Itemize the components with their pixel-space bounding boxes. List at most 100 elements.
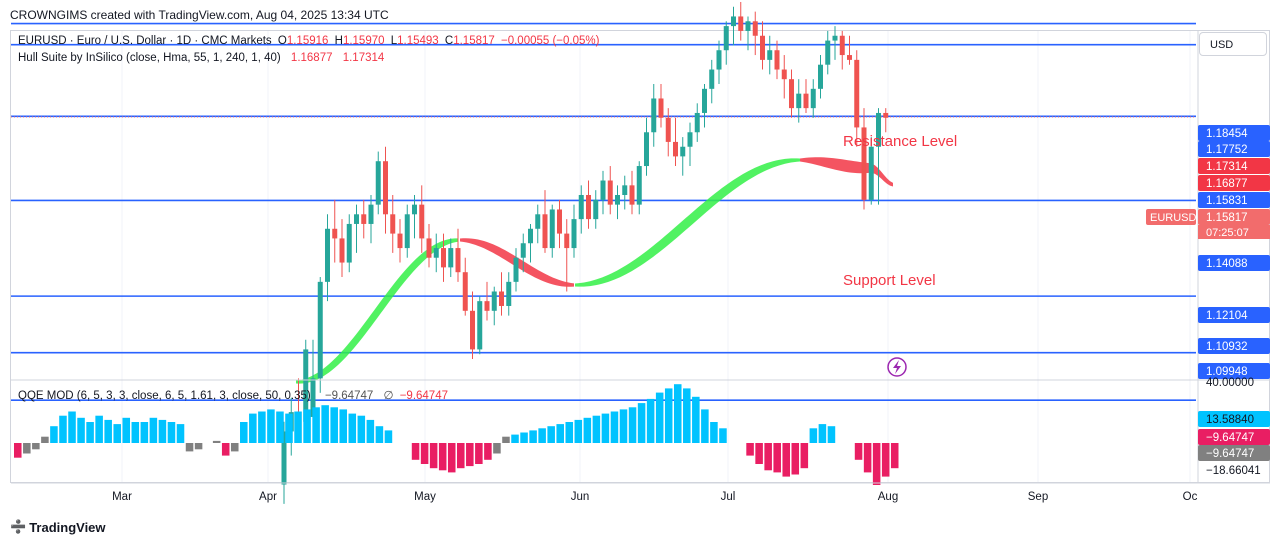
qqe-bar [258,411,266,443]
candle-body [571,219,577,249]
candle-body [346,223,352,263]
candle-body [339,238,345,263]
qqe-bar [565,422,574,443]
candle-body [506,281,512,306]
qqe-bar [194,443,203,450]
price-level-tag-bg [1198,192,1270,208]
support-level-label: Support Level [843,272,936,289]
candle-body [397,233,403,249]
price-level-tag: 1.16877 [1206,178,1248,190]
candle-body [702,88,707,113]
month-tick-label: Apr [259,491,277,503]
qqe-bar [782,443,791,477]
qqe-bar [104,419,112,443]
candle-body [513,257,519,282]
month-tick-label: Jun [571,491,590,503]
qqe-legend[interactable]: QQE MOD (6, 5, 3, 3, close, 6, 5, 1.61, … [18,388,451,402]
qqe-bar [764,443,772,471]
candle-body [368,204,374,224]
countdown-label: 07:25:07 [1206,227,1249,239]
qqe-bar [493,443,501,454]
price-level-tag: 1.14088 [1206,258,1248,270]
price-axis: 1.200001.184541.177521.173141.168771.158… [1146,31,1270,482]
candle-body [789,79,794,109]
qqe-bar [538,428,546,443]
qqe-bar [429,443,438,469]
qqe-bar [41,436,49,443]
qqe-bar [818,424,827,443]
month-tick-label: Jul [721,491,736,503]
candle-body [426,238,432,258]
qqe-bar [601,413,610,443]
change-value: −0.00055 (−0.05%) [501,35,600,47]
qqe-bar [185,443,194,452]
candle-body [673,141,678,157]
lightning-icon[interactable] [887,357,907,377]
symbol-tag-bg [1146,209,1196,225]
qqe-bar [457,443,465,469]
month-tick-label: Mar [112,491,132,503]
qqe-bar [158,419,167,443]
candle-body [361,214,367,224]
qqe-indicator-name[interactable]: QQE MOD (6, 5, 3, 3, close, 6, 5, 1.61, … [18,390,311,402]
qqe-bar [809,428,818,443]
qqe-level-tag-bg [1198,429,1270,445]
qqe-bar [773,443,781,473]
candle-body [310,378,316,417]
qqe-bar [872,443,881,485]
candle-body [810,88,816,109]
candle-body [680,146,686,157]
candle-body [499,291,504,306]
high-label: H [334,35,343,47]
candle-body [636,166,642,205]
candle-body [412,204,417,215]
candle-body [767,50,773,60]
qqe-bar [619,409,628,443]
candle-body [644,132,649,167]
candle-body [615,194,620,205]
qqe-bar [113,424,121,443]
symbol-tag: EURUSD [1150,212,1197,224]
candle-body [774,50,780,70]
symbol-title[interactable]: EURUSD · Euro / U.S. Dollar · 1D · CMC M… [18,35,272,47]
qqe-level-tag-bg [1198,411,1270,427]
price-level-tag: 1.12104 [1206,310,1248,322]
candle-body [731,16,736,27]
hull-legend[interactable]: Hull Suite by InSilico (close, Hma, 55, … [18,52,387,64]
candle-body [564,233,570,249]
month-tick-label: May [414,491,436,503]
qqe-bar [411,443,420,460]
currency-button[interactable]: USD [1199,32,1267,56]
tradingview-brand[interactable]: ➗ TradingView [10,519,106,535]
candle-body [317,281,323,379]
price-level-tag-bg [1198,363,1270,379]
symbol-legend[interactable]: EURUSD · Euro / U.S. Dollar · 1D · CMC M… [18,35,602,47]
qqe-bar [384,430,393,443]
candle-body [709,69,715,89]
qqe-level-label: −18.66041 [1206,465,1261,477]
qqe-bar [230,443,239,452]
candle-body [441,248,446,268]
qqe-bar [375,426,384,443]
candle-body [781,69,787,80]
candle-body [578,194,584,220]
candle-body [542,214,548,249]
candle-body [876,112,881,147]
candle-body [832,35,838,41]
price-level-tag-bg [1198,141,1270,157]
qqe-bar [23,443,31,454]
qqe-bar [610,411,619,443]
qqe-bar [176,424,185,443]
qqe-bar [692,396,700,443]
candle-body [825,40,831,65]
qqe-bar [59,415,67,443]
hull-indicator-name[interactable]: Hull Suite by InSilico (close, Hma, 55, … [18,52,281,64]
candle-body [303,349,309,422]
qqe-level-tag-bg [1198,445,1270,461]
candle-body [861,127,867,200]
qqe-bar [673,384,682,443]
qqe-bar [149,417,158,443]
price-level-tag-bg [1198,158,1270,174]
candle-body [847,55,852,60]
